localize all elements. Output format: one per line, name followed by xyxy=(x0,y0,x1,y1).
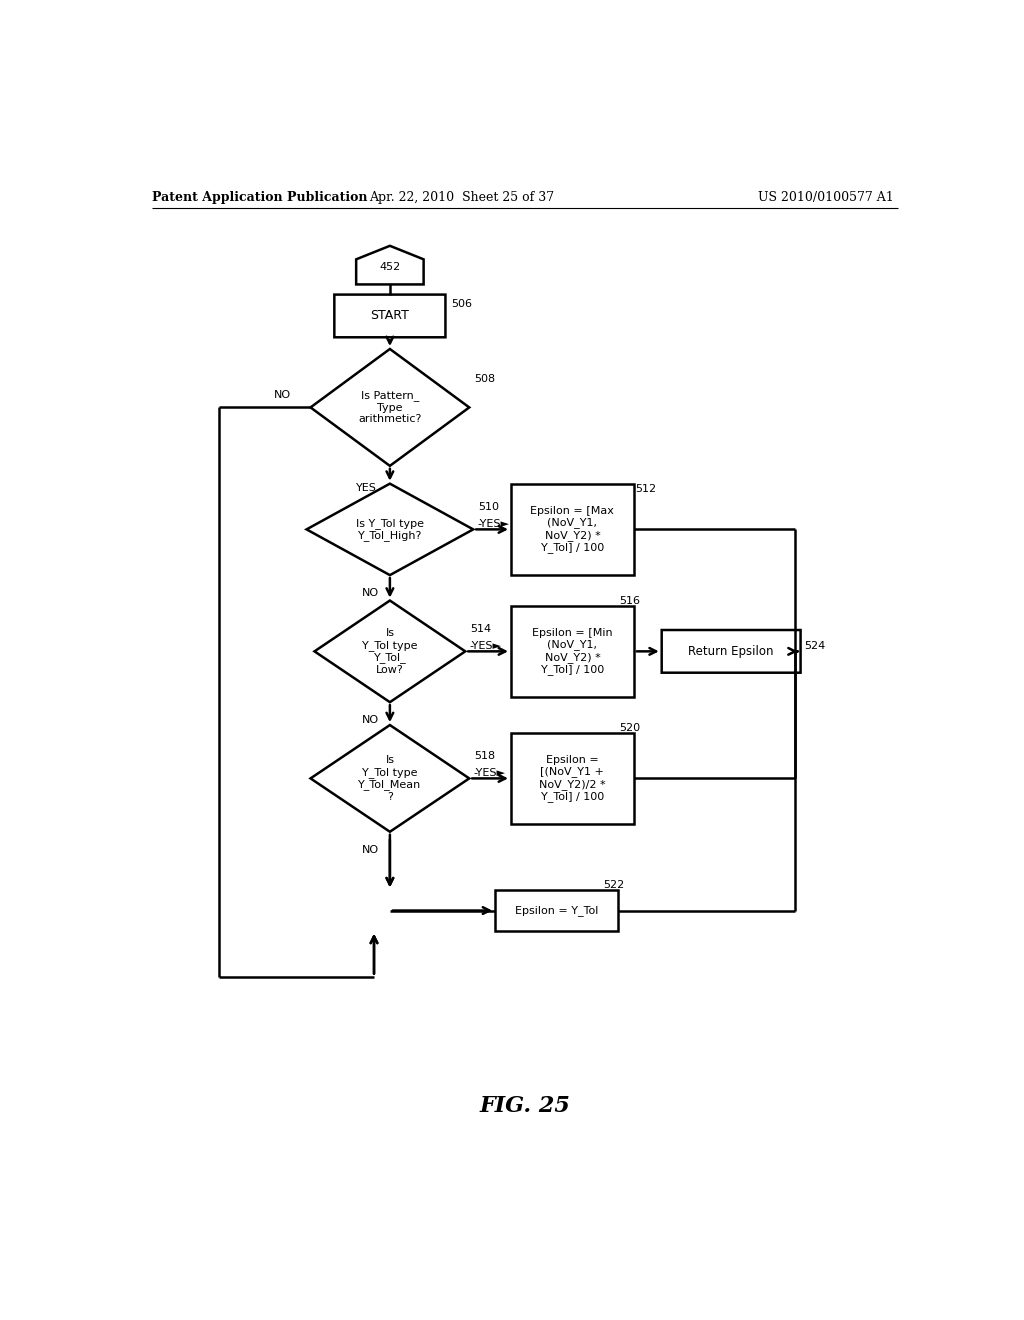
Text: Epsilon =
[(NoV_Y1 +
NoV_Y2)/2 *
Y_Tol] / 100: Epsilon = [(NoV_Y1 + NoV_Y2)/2 * Y_Tol] … xyxy=(539,755,606,803)
Text: 512: 512 xyxy=(635,483,656,494)
Text: NO: NO xyxy=(273,391,291,400)
Polygon shape xyxy=(314,601,465,702)
FancyBboxPatch shape xyxy=(511,733,634,824)
Text: Patent Application Publication: Patent Application Publication xyxy=(152,190,368,203)
Text: Epsilon = [Min
(NoV_Y1,
NoV_Y2) *
Y_Tol] / 100: Epsilon = [Min (NoV_Y1, NoV_Y2) * Y_Tol]… xyxy=(532,627,612,675)
Text: NO: NO xyxy=(361,845,379,855)
Text: 518: 518 xyxy=(474,751,496,762)
Polygon shape xyxy=(310,725,469,832)
Text: 522: 522 xyxy=(603,880,625,890)
Text: YES: YES xyxy=(355,483,377,494)
Text: -YES►: -YES► xyxy=(469,642,502,651)
Polygon shape xyxy=(356,246,424,284)
Text: 510: 510 xyxy=(478,502,500,512)
Text: US 2010/0100577 A1: US 2010/0100577 A1 xyxy=(759,190,894,203)
Text: NO: NO xyxy=(361,589,379,598)
Text: 506: 506 xyxy=(451,298,472,309)
Text: Is Pattern_
Type
arithmetic?: Is Pattern_ Type arithmetic? xyxy=(358,391,422,425)
FancyBboxPatch shape xyxy=(495,890,618,931)
Text: Return Epsilon: Return Epsilon xyxy=(688,645,774,657)
Text: 514: 514 xyxy=(471,624,492,634)
Text: Epsilon = [Max
(NoV_Y1,
NoV_Y2) *
Y_Tol] / 100: Epsilon = [Max (NoV_Y1, NoV_Y2) * Y_Tol]… xyxy=(530,506,614,553)
Polygon shape xyxy=(306,483,473,576)
Text: NO: NO xyxy=(361,715,379,726)
FancyBboxPatch shape xyxy=(511,606,634,697)
Text: -YES►: -YES► xyxy=(473,768,505,779)
Text: Is
Y_Tol type
Y_Tol_Mean
?: Is Y_Tol type Y_Tol_Mean ? xyxy=(358,755,422,801)
Text: Is
Y_Tol type
Y_Tol_
Low?: Is Y_Tol type Y_Tol_ Low? xyxy=(362,628,418,675)
Text: FIG. 25: FIG. 25 xyxy=(479,1094,570,1117)
Text: 516: 516 xyxy=(620,595,640,606)
Text: 524: 524 xyxy=(804,642,825,651)
FancyBboxPatch shape xyxy=(334,294,445,338)
Text: 520: 520 xyxy=(620,722,641,733)
Text: Epsilon = Y_Tol: Epsilon = Y_Tol xyxy=(515,906,598,916)
Text: 452: 452 xyxy=(379,263,400,272)
Text: 508: 508 xyxy=(474,374,496,384)
Text: START: START xyxy=(371,309,410,322)
Text: -YES►: -YES► xyxy=(477,519,509,529)
Polygon shape xyxy=(310,348,469,466)
Text: Is Y_Tol type
Y_Tol_High?: Is Y_Tol type Y_Tol_High? xyxy=(356,517,424,541)
Text: Apr. 22, 2010  Sheet 25 of 37: Apr. 22, 2010 Sheet 25 of 37 xyxy=(369,190,554,203)
FancyBboxPatch shape xyxy=(511,483,634,576)
FancyBboxPatch shape xyxy=(662,630,801,673)
